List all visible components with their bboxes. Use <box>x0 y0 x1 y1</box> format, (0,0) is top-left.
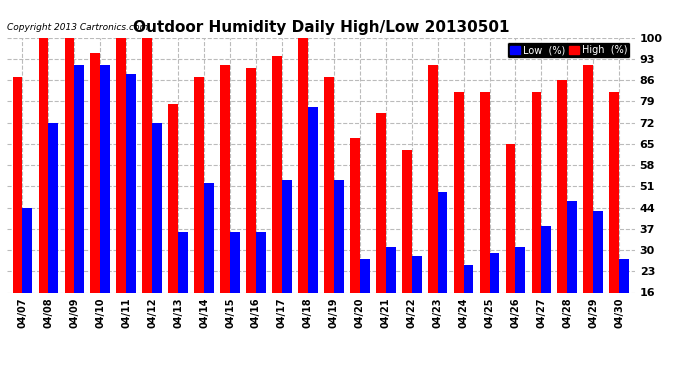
Bar <box>489 253 500 292</box>
Bar <box>39 38 48 292</box>
Bar <box>402 150 412 292</box>
Bar <box>454 92 464 292</box>
Bar <box>142 38 152 292</box>
Bar <box>412 256 422 292</box>
Bar <box>386 247 395 292</box>
Bar <box>64 38 75 292</box>
Bar <box>558 80 567 292</box>
Bar <box>324 77 334 292</box>
Bar <box>359 259 370 292</box>
Bar <box>246 68 256 292</box>
Bar <box>220 65 230 292</box>
Legend: Low  (%), High  (%): Low (%), High (%) <box>507 42 630 58</box>
Bar <box>609 92 619 292</box>
Bar <box>230 232 240 292</box>
Bar <box>178 232 188 292</box>
Bar <box>350 138 359 292</box>
Title: Outdoor Humidity Daily High/Low 20130501: Outdoor Humidity Daily High/Low 20130501 <box>132 20 509 35</box>
Bar <box>506 144 515 292</box>
Bar <box>515 247 525 292</box>
Bar <box>75 65 84 292</box>
Bar <box>23 207 32 292</box>
Bar <box>194 77 204 292</box>
Bar <box>334 180 344 292</box>
Bar <box>117 38 126 292</box>
Bar <box>90 53 100 292</box>
Bar <box>12 77 23 292</box>
Bar <box>584 65 593 292</box>
Bar <box>256 232 266 292</box>
Bar <box>531 92 542 292</box>
Bar <box>480 92 489 292</box>
Bar <box>298 38 308 292</box>
Text: Copyright 2013 Cartronics.com: Copyright 2013 Cartronics.com <box>7 23 148 32</box>
Bar <box>168 104 178 292</box>
Bar <box>100 65 110 292</box>
Bar <box>272 56 282 292</box>
Bar <box>542 226 551 292</box>
Bar <box>619 259 629 292</box>
Bar <box>308 107 317 292</box>
Bar <box>428 65 437 292</box>
Bar <box>204 183 214 292</box>
Bar <box>593 210 603 292</box>
Bar <box>48 123 58 292</box>
Bar <box>126 74 136 292</box>
Bar <box>152 123 162 292</box>
Bar <box>376 113 386 292</box>
Bar <box>464 265 473 292</box>
Bar <box>567 201 578 292</box>
Bar <box>437 192 448 292</box>
Bar <box>282 180 292 292</box>
